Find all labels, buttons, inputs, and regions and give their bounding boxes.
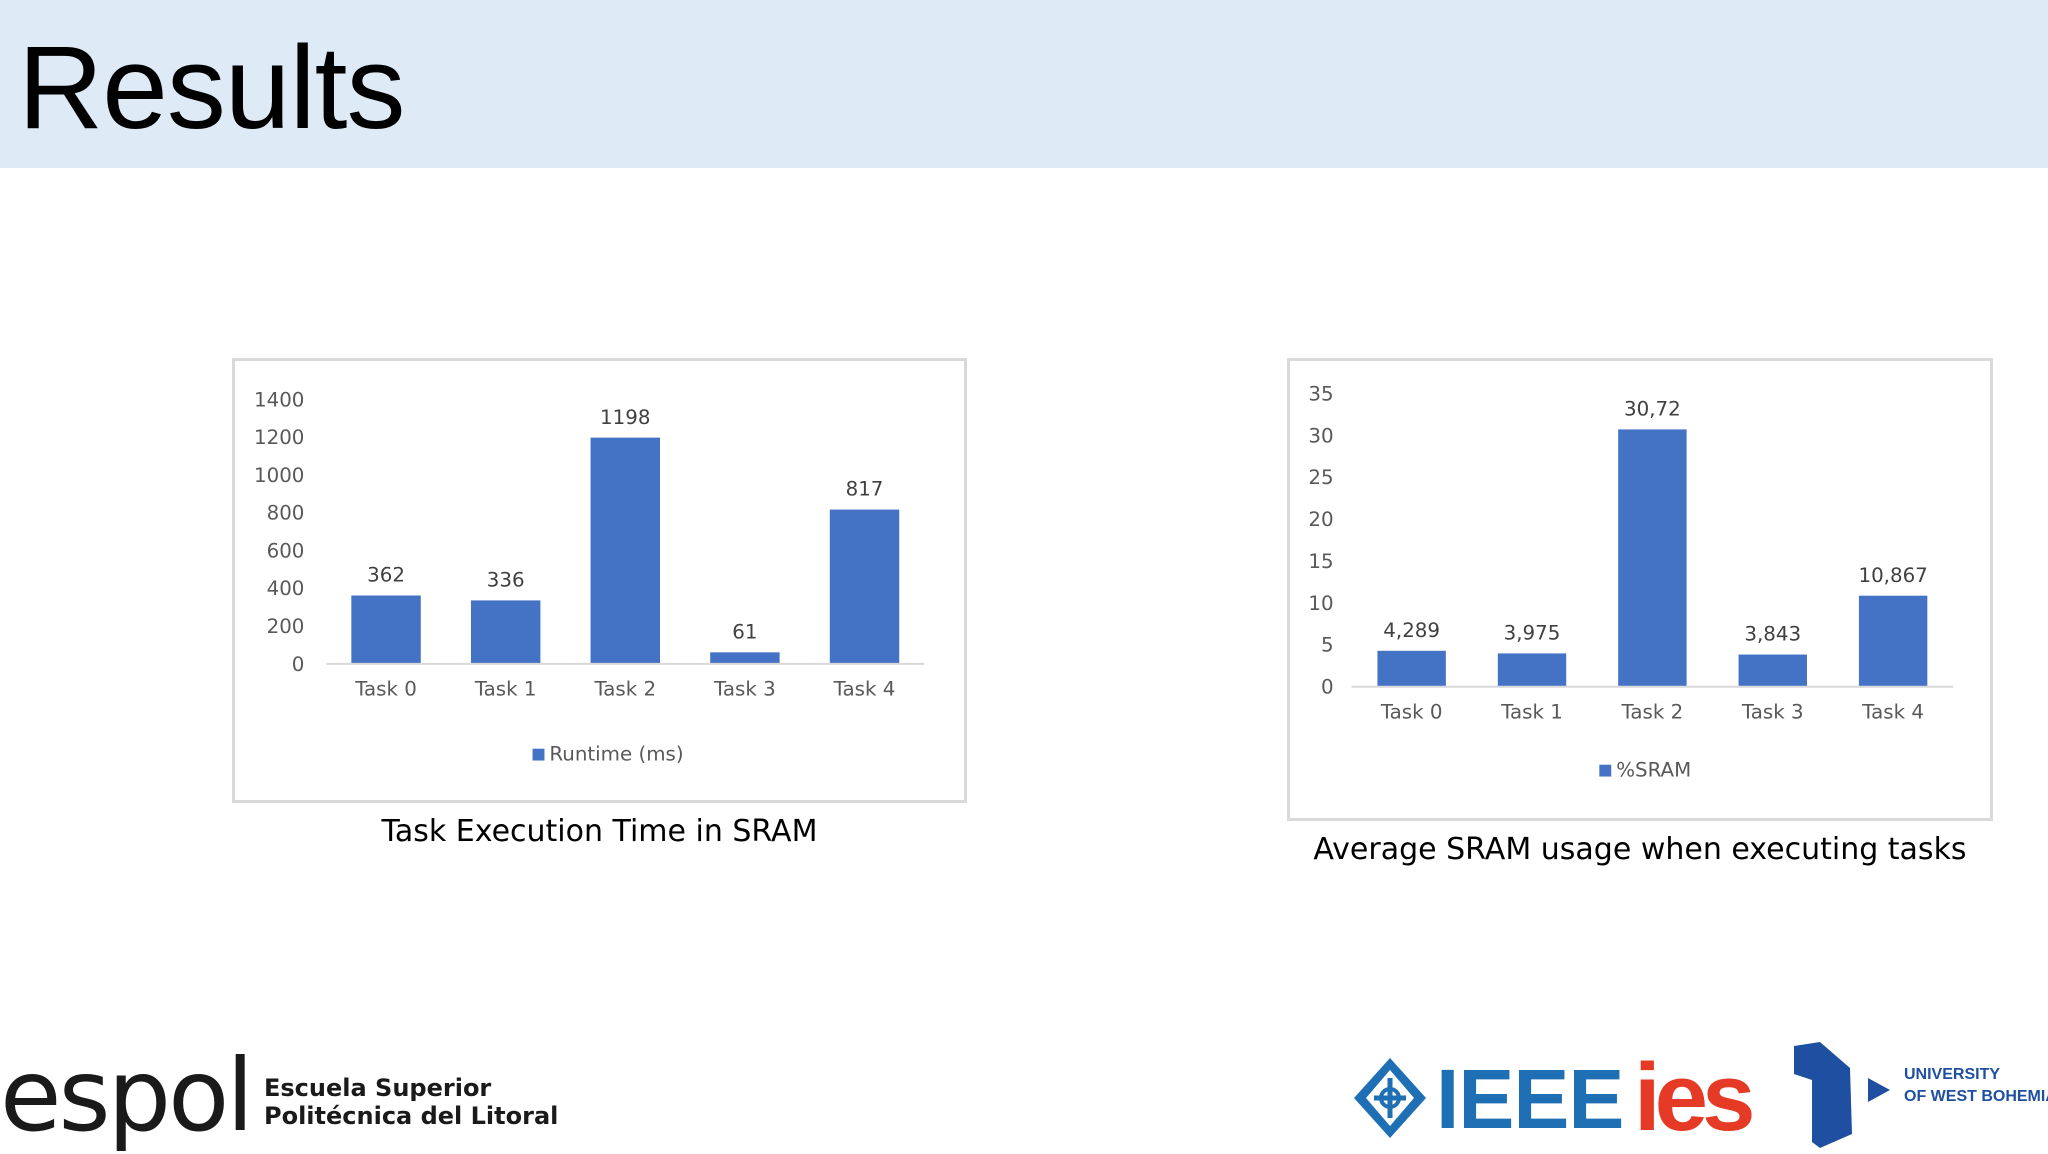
y-tick-label: 1000 bbox=[254, 464, 304, 487]
uwb-name-line2: OF WEST BOHEMIA bbox=[1904, 1088, 2048, 1105]
y-tick-label: 20 bbox=[1308, 508, 1333, 531]
y-tick-label: 35 bbox=[1308, 383, 1333, 406]
sram-chart: 0 5 10 15 20 25 30 35 4,289 Task 0 3,975 Task 1 30,7… bbox=[1287, 358, 1993, 821]
bar bbox=[1858, 595, 1928, 687]
x-tick-label: Task 1 bbox=[474, 677, 537, 700]
bar bbox=[710, 652, 780, 664]
data-label: 336 bbox=[487, 569, 525, 592]
legend-label: %SRAM bbox=[1616, 759, 1691, 782]
data-label: 362 bbox=[367, 564, 405, 587]
uwb-name-line1: UNIVERSITY bbox=[1904, 1066, 2001, 1083]
bar bbox=[351, 595, 421, 664]
data-label: 817 bbox=[846, 478, 884, 501]
y-tick-label: 800 bbox=[267, 502, 305, 525]
y-tick-label: 0 bbox=[292, 653, 305, 676]
sram-chart-caption: Average SRAM usage when executing tasks bbox=[1313, 832, 1967, 867]
y-tick-label: 0 bbox=[1321, 676, 1334, 699]
bar bbox=[1377, 650, 1446, 687]
x-tick-label: Task 0 bbox=[354, 677, 417, 700]
data-label: 3,975 bbox=[1504, 622, 1561, 645]
x-tick-label: Task 1 bbox=[1500, 700, 1563, 723]
y-tick-label: 600 bbox=[267, 540, 305, 563]
ieee-wordmark: IEEE bbox=[1436, 1052, 1624, 1146]
sram-chart-svg: 0 5 10 15 20 25 30 35 4,289 Task 0 3,975 Task 1 30,7… bbox=[1308, 383, 1954, 782]
x-tick-label: Task 3 bbox=[713, 677, 776, 700]
bar bbox=[1738, 654, 1807, 687]
y-tick-label: 5 bbox=[1321, 634, 1334, 657]
espol-name-line1: Escuela Superior bbox=[264, 1074, 492, 1102]
ieee-logo: IEEE bbox=[1350, 1052, 1624, 1144]
x-tick-label: Task 2 bbox=[1621, 700, 1684, 723]
bar bbox=[1497, 653, 1567, 687]
data-label: 10,867 bbox=[1858, 564, 1927, 587]
data-label: 3,843 bbox=[1744, 623, 1801, 646]
title-banner: Results bbox=[0, 0, 2048, 168]
data-label: 1198 bbox=[600, 406, 650, 429]
runtime-chart-svg: 0 200 400 600 800 1000 1200 1400 362 Task 0 336 Tas… bbox=[254, 388, 925, 766]
legend-swatch bbox=[1599, 764, 1612, 777]
data-label: 61 bbox=[732, 621, 757, 644]
y-tick-label: 10 bbox=[1308, 592, 1333, 615]
x-tick-label: Task 4 bbox=[1861, 700, 1924, 723]
slide-title: Results bbox=[18, 22, 405, 154]
x-tick-label: Task 0 bbox=[1380, 700, 1443, 723]
runtime-chart: 0 200 400 600 800 1000 1200 1400 362 Task 0 336 Tas… bbox=[232, 358, 967, 803]
data-label: 4,289 bbox=[1383, 619, 1440, 642]
uwb-logo: UNIVERSITY OF WEST BOHEMIA bbox=[1790, 1038, 2048, 1152]
espol-logo: espol Escuela Superior Politécnica del L… bbox=[0, 1040, 560, 1152]
bar bbox=[1618, 429, 1687, 687]
ieee-diamond-icon bbox=[1354, 1058, 1426, 1138]
y-tick-label: 400 bbox=[267, 577, 305, 600]
y-tick-label: 1400 bbox=[254, 388, 304, 411]
ies-wordmark: ies bbox=[1634, 1044, 1755, 1151]
ies-logo: ies bbox=[1628, 1046, 1778, 1146]
uwb-emblem-icon bbox=[1794, 1042, 1890, 1148]
espol-name-line2: Politécnica del Litoral bbox=[264, 1102, 559, 1130]
runtime-chart-caption: Task Execution Time in SRAM bbox=[381, 814, 818, 849]
x-tick-label: Task 3 bbox=[1741, 700, 1804, 723]
x-tick-label: Task 4 bbox=[833, 677, 896, 700]
legend-label: Runtime (ms) bbox=[549, 743, 683, 766]
x-tick-label: Task 2 bbox=[593, 677, 656, 700]
y-tick-label: 15 bbox=[1308, 550, 1333, 573]
y-tick-label: 1200 bbox=[254, 426, 304, 449]
bar bbox=[590, 437, 661, 664]
data-label: 30,72 bbox=[1624, 398, 1681, 421]
bar bbox=[470, 600, 541, 664]
bar bbox=[829, 509, 900, 664]
y-tick-label: 30 bbox=[1308, 424, 1333, 447]
legend-swatch bbox=[532, 748, 545, 761]
y-tick-label: 200 bbox=[267, 615, 305, 638]
y-tick-label: 25 bbox=[1308, 466, 1333, 489]
espol-wordmark: espol bbox=[0, 1037, 254, 1154]
